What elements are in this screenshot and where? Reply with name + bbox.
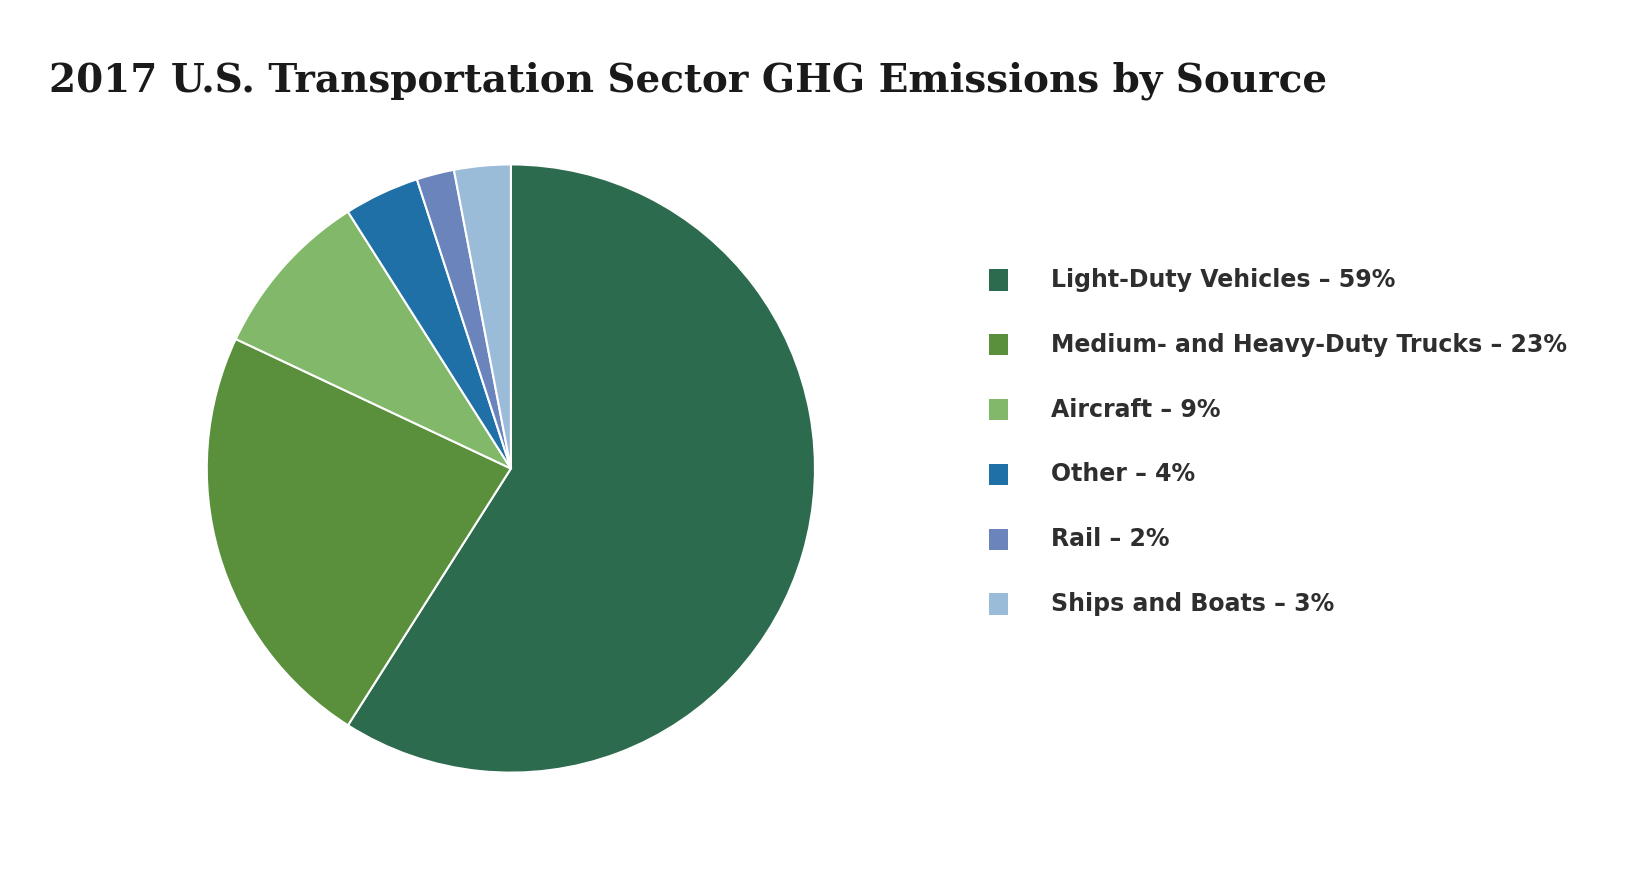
Wedge shape: [453, 164, 511, 469]
Wedge shape: [348, 164, 816, 773]
Text: 2017 U.S. Transportation Sector GHG Emissions by Source: 2017 U.S. Transportation Sector GHG Emis…: [49, 62, 1328, 101]
Wedge shape: [236, 212, 511, 469]
Wedge shape: [417, 170, 511, 469]
Wedge shape: [206, 339, 511, 725]
Text: Light-Duty Vehicles – 59%: Light-Duty Vehicles – 59%: [1051, 268, 1396, 292]
FancyBboxPatch shape: [989, 529, 1007, 550]
Text: Aircraft – 9%: Aircraft – 9%: [1051, 398, 1221, 422]
FancyBboxPatch shape: [989, 270, 1007, 291]
Wedge shape: [348, 179, 511, 469]
Text: Rail – 2%: Rail – 2%: [1051, 527, 1170, 552]
FancyBboxPatch shape: [989, 399, 1007, 420]
Text: Other – 4%: Other – 4%: [1051, 462, 1195, 486]
Text: Ships and Boats – 3%: Ships and Boats – 3%: [1051, 592, 1335, 616]
FancyBboxPatch shape: [989, 464, 1007, 485]
Text: Medium- and Heavy-Duty Trucks – 23%: Medium- and Heavy-Duty Trucks – 23%: [1051, 332, 1567, 357]
FancyBboxPatch shape: [989, 593, 1007, 614]
FancyBboxPatch shape: [989, 334, 1007, 355]
